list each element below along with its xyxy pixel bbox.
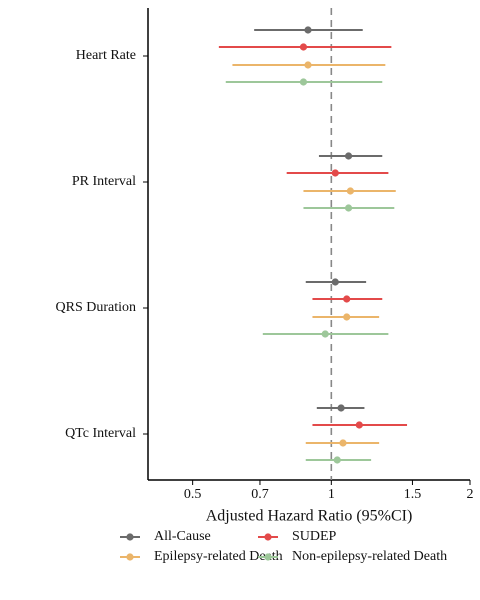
point bbox=[355, 421, 363, 429]
y-tick-label: QTc Interval bbox=[65, 426, 136, 441]
point bbox=[343, 313, 351, 321]
legend-marker bbox=[126, 533, 134, 541]
point bbox=[343, 295, 351, 303]
point bbox=[344, 204, 353, 212]
x-tick-label: 1.5 bbox=[404, 487, 422, 502]
legend-label: SUDEP bbox=[292, 529, 337, 544]
x-tick-label: 0.7 bbox=[251, 487, 269, 502]
legend-marker bbox=[126, 553, 134, 561]
point bbox=[333, 456, 341, 464]
legend-label: All-Cause bbox=[154, 529, 211, 544]
y-tick-label: QRS Duration bbox=[56, 300, 137, 315]
point bbox=[337, 404, 345, 412]
legend-label: Epilepsy-related Death bbox=[154, 549, 283, 564]
legend-label: Non-epilepsy-related Death bbox=[292, 549, 447, 564]
point bbox=[344, 152, 353, 160]
point bbox=[339, 439, 347, 447]
point bbox=[346, 187, 354, 195]
x-axis-title: Adjusted Hazard Ratio (95%CI) bbox=[206, 508, 413, 525]
y-tick-label: Heart Rate bbox=[76, 48, 136, 63]
point bbox=[304, 61, 312, 69]
x-tick-label: 1 bbox=[328, 487, 335, 502]
point bbox=[331, 278, 339, 286]
y-tick-label: PR Interval bbox=[72, 174, 136, 189]
point bbox=[299, 78, 308, 86]
legend-marker bbox=[264, 533, 272, 541]
point bbox=[331, 169, 339, 177]
x-tick-label: 0.5 bbox=[184, 487, 202, 502]
x-tick-label: 2 bbox=[467, 487, 474, 502]
point bbox=[321, 330, 329, 338]
legend-marker bbox=[264, 553, 272, 561]
point bbox=[299, 43, 308, 51]
point bbox=[304, 26, 312, 34]
